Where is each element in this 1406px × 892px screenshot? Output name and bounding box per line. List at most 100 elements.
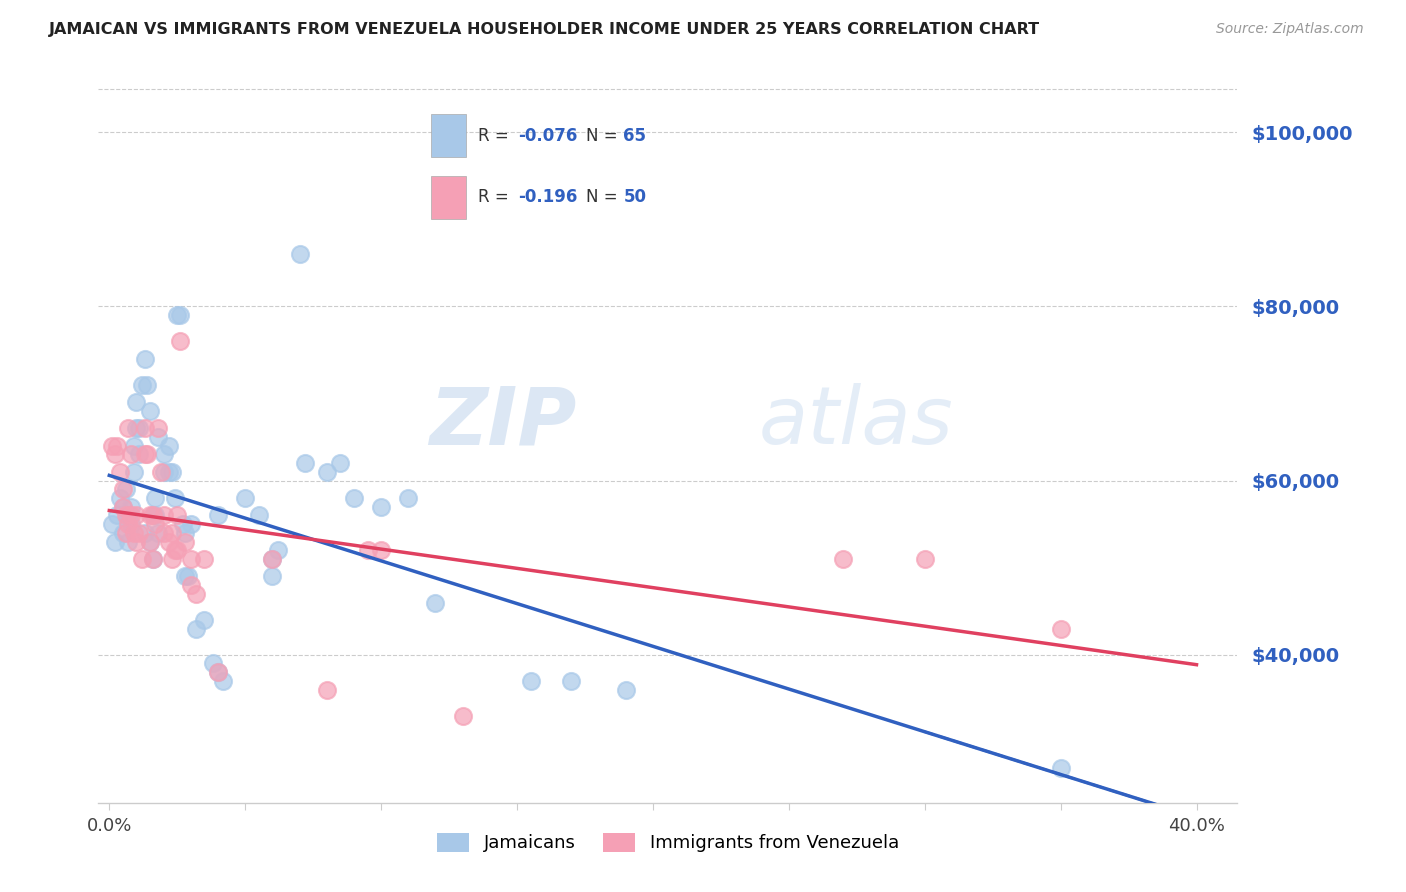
- Point: [288, 247, 311, 261]
- Point: [152, 448, 174, 462]
- Point: [152, 465, 174, 479]
- Point: [180, 578, 202, 592]
- Point: [131, 377, 153, 392]
- Point: [128, 448, 150, 462]
- Point: [172, 517, 194, 532]
- Point: [145, 491, 167, 505]
- Point: [111, 525, 134, 540]
- Text: atlas: atlas: [759, 384, 953, 461]
- Point: [370, 543, 392, 558]
- Point: [207, 508, 229, 523]
- Point: [519, 673, 541, 688]
- Point: [145, 517, 167, 532]
- Point: [139, 404, 162, 418]
- Point: [128, 421, 150, 435]
- Point: [207, 665, 229, 680]
- Point: [139, 508, 162, 523]
- Point: [136, 448, 159, 462]
- Point: [186, 587, 208, 601]
- Point: [139, 534, 162, 549]
- Point: [125, 395, 148, 409]
- Point: [128, 525, 150, 540]
- Point: [294, 456, 316, 470]
- Point: [148, 525, 170, 540]
- Point: [139, 534, 162, 549]
- Point: [134, 351, 156, 366]
- Point: [166, 543, 188, 558]
- Point: [120, 517, 142, 532]
- Point: [233, 491, 256, 505]
- Point: [111, 500, 134, 514]
- Point: [131, 552, 153, 566]
- Point: [832, 552, 855, 566]
- Point: [142, 552, 165, 566]
- Point: [169, 308, 191, 322]
- Point: [134, 448, 156, 462]
- Point: [166, 508, 188, 523]
- Point: [152, 525, 174, 540]
- Point: [160, 465, 183, 479]
- Point: [193, 613, 215, 627]
- Text: ZIP: ZIP: [429, 384, 576, 461]
- Point: [180, 552, 202, 566]
- Text: Source: ZipAtlas.com: Source: ZipAtlas.com: [1216, 22, 1364, 37]
- Point: [104, 534, 127, 549]
- Point: [122, 465, 145, 479]
- Point: [267, 543, 290, 558]
- Point: [114, 525, 136, 540]
- Point: [315, 465, 337, 479]
- Point: [193, 552, 215, 566]
- Point: [262, 569, 284, 583]
- Point: [148, 430, 170, 444]
- Point: [166, 308, 188, 322]
- Point: [560, 673, 582, 688]
- Point: [120, 500, 142, 514]
- Point: [114, 483, 136, 497]
- Point: [142, 508, 165, 523]
- Point: [122, 439, 145, 453]
- Point: [136, 377, 159, 392]
- Point: [1049, 622, 1071, 636]
- Point: [157, 534, 180, 549]
- Point: [174, 525, 197, 540]
- Point: [108, 491, 131, 505]
- Point: [117, 508, 139, 523]
- Point: [107, 439, 129, 453]
- Point: [356, 543, 378, 558]
- Point: [145, 508, 167, 523]
- Point: [107, 508, 129, 523]
- Point: [329, 456, 352, 470]
- Point: [262, 552, 284, 566]
- Point: [315, 682, 337, 697]
- Text: JAMAICAN VS IMMIGRANTS FROM VENEZUELA HOUSEHOLDER INCOME UNDER 25 YEARS CORRELAT: JAMAICAN VS IMMIGRANTS FROM VENEZUELA HO…: [49, 22, 1040, 37]
- Point: [262, 552, 284, 566]
- Point: [451, 708, 474, 723]
- Point: [177, 569, 200, 583]
- Point: [108, 465, 131, 479]
- Point: [120, 448, 142, 462]
- Point: [343, 491, 366, 505]
- Point: [117, 517, 139, 532]
- Point: [101, 517, 124, 532]
- Point: [396, 491, 419, 505]
- Point: [163, 491, 186, 505]
- Point: [160, 525, 183, 540]
- Point: [425, 595, 447, 609]
- Point: [111, 500, 134, 514]
- Point: [134, 421, 156, 435]
- Point: [247, 508, 270, 523]
- Point: [157, 439, 180, 453]
- Point: [125, 421, 148, 435]
- Point: [370, 500, 392, 514]
- Point: [142, 552, 165, 566]
- Point: [111, 483, 134, 497]
- Point: [117, 534, 139, 549]
- Point: [1049, 761, 1071, 775]
- Point: [149, 465, 172, 479]
- Point: [160, 552, 183, 566]
- Point: [157, 465, 180, 479]
- Point: [125, 534, 148, 549]
- Point: [122, 525, 145, 540]
- Legend: Jamaicans, Immigrants from Venezuela: Jamaicans, Immigrants from Venezuela: [430, 826, 905, 860]
- Point: [142, 508, 165, 523]
